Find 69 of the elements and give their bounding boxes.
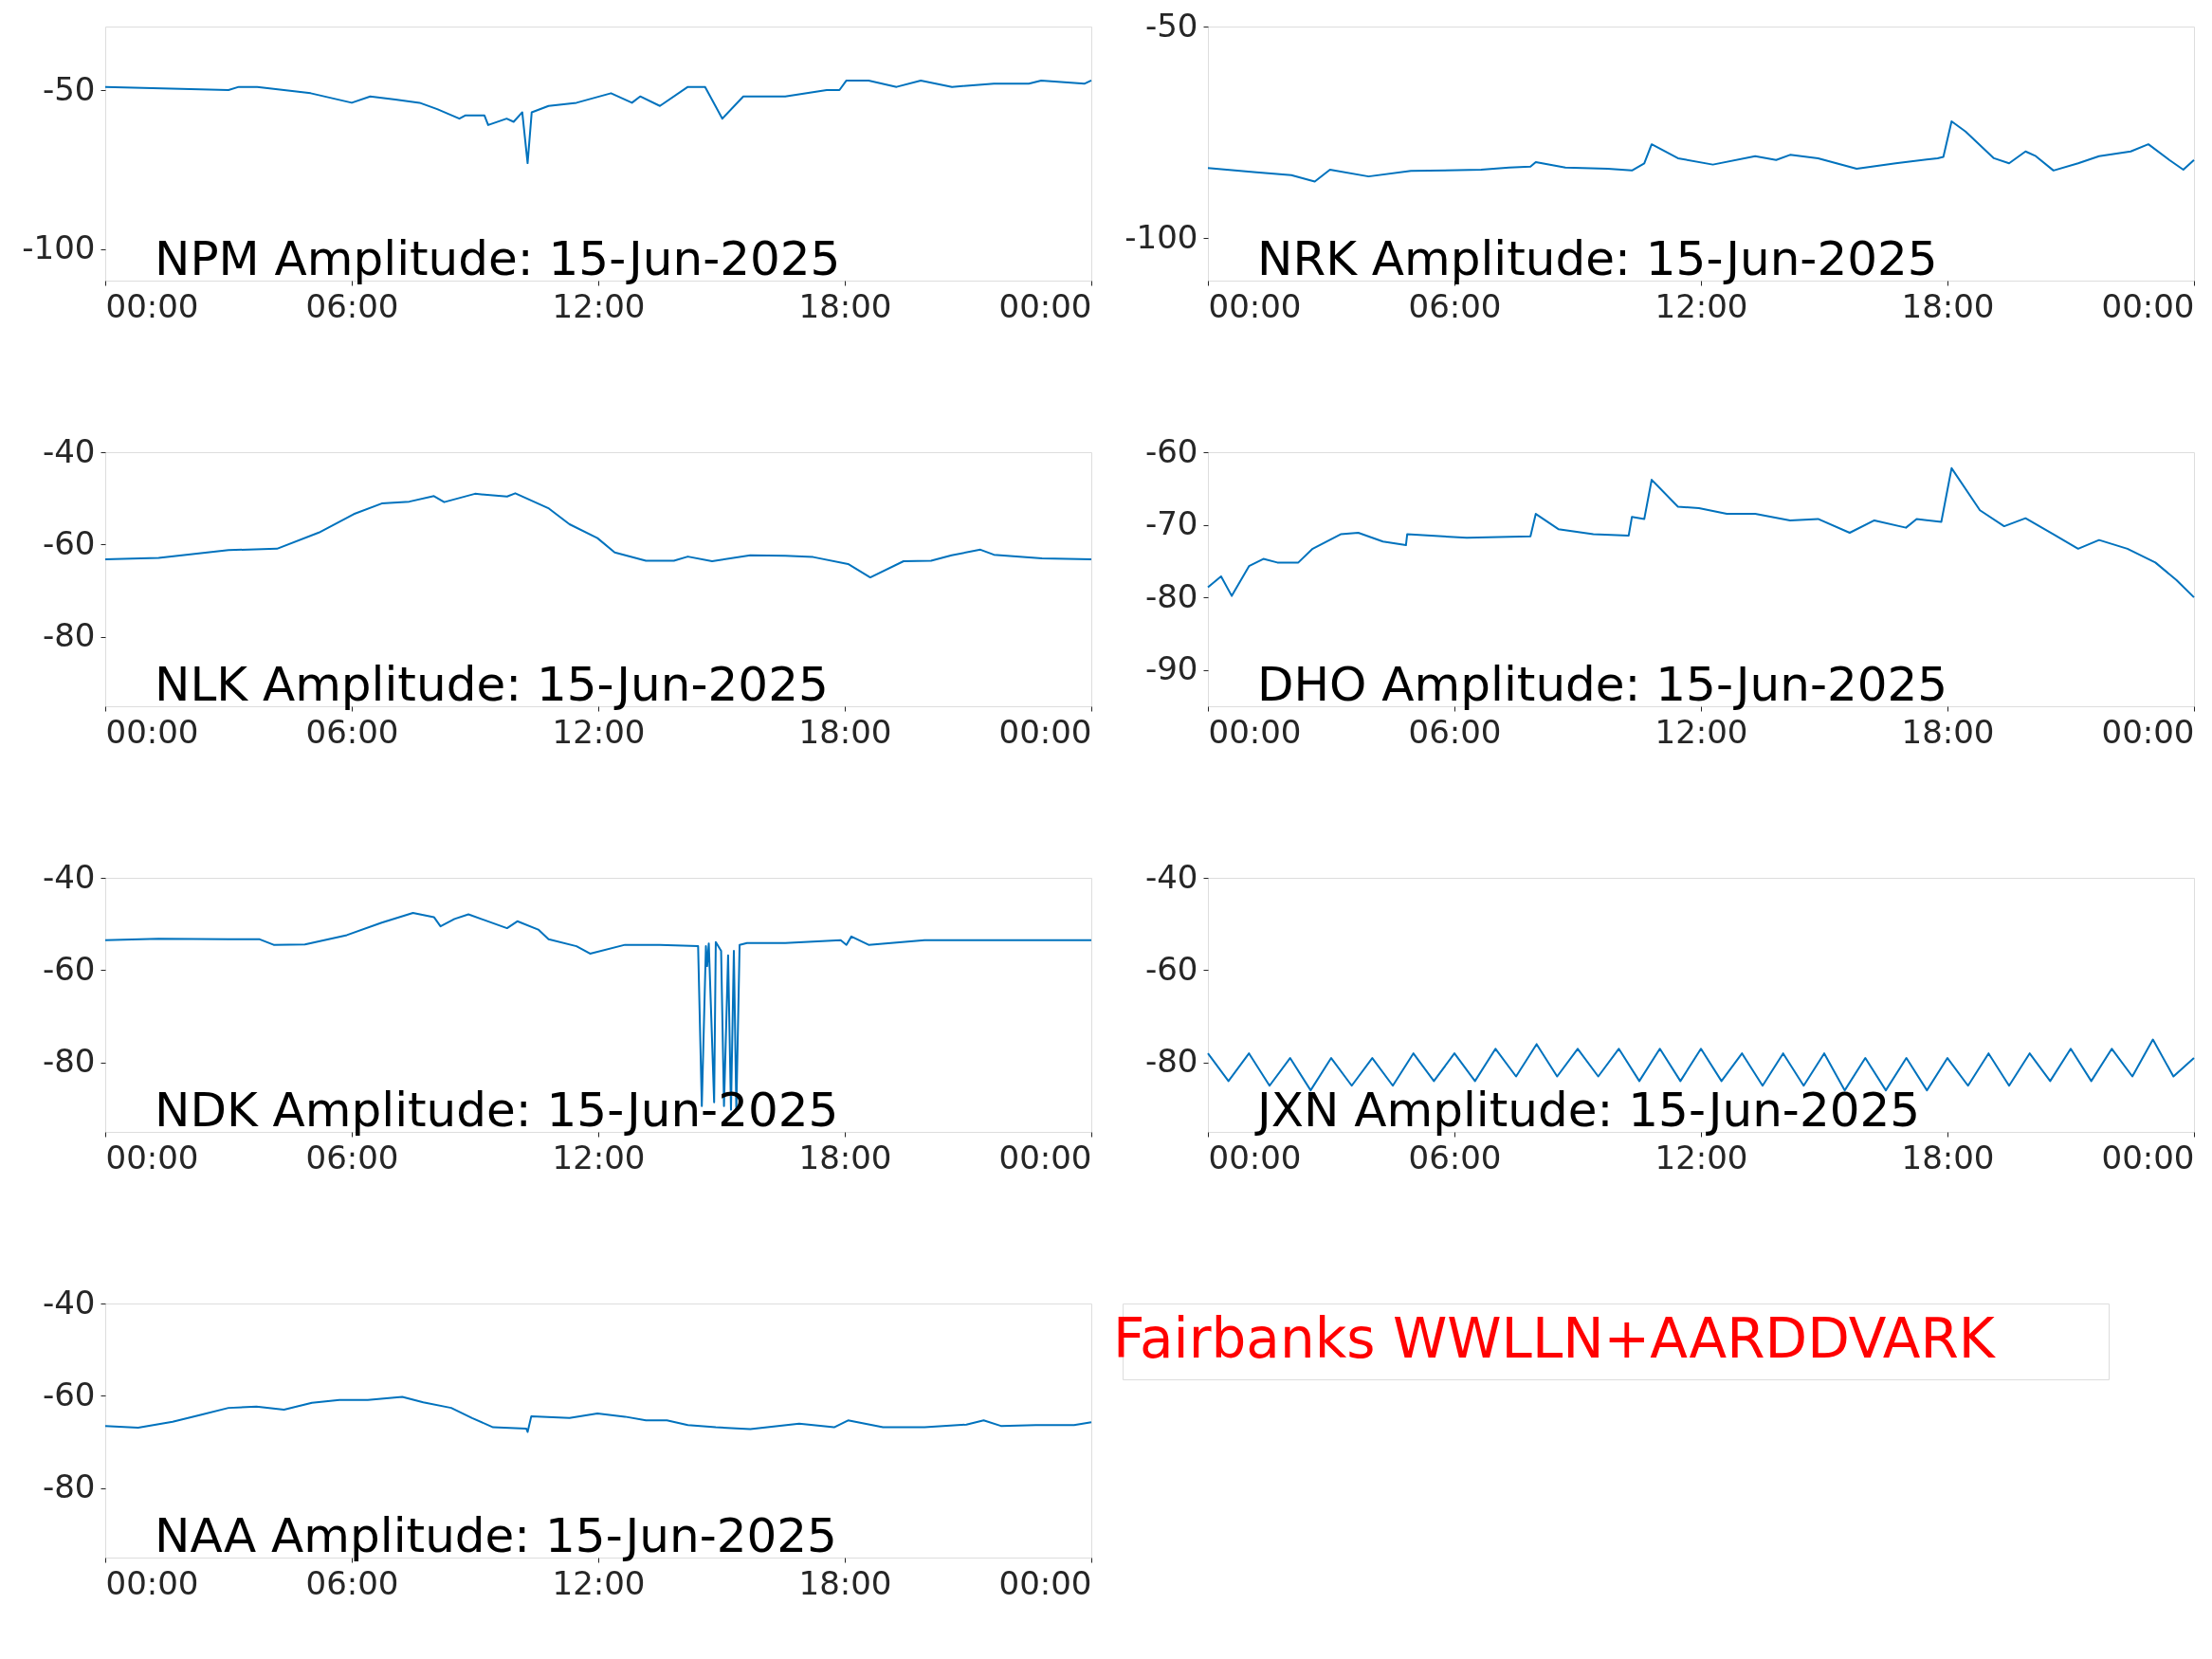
- x-tick-label: 18:00: [1901, 286, 1995, 325]
- x-tick-label: 00:00: [2101, 1138, 2195, 1176]
- y-tick-label: -80: [42, 1468, 96, 1506]
- y-tick-label: -100: [22, 228, 96, 266]
- x-tick-label: 06:00: [1408, 1138, 1502, 1176]
- x-tick-label: 00:00: [1208, 286, 1302, 325]
- y-tick-label: -80: [1144, 576, 1198, 615]
- y-tick-label: -60: [42, 523, 96, 562]
- line-series: [104, 1395, 1092, 1433]
- line-series: [104, 492, 1092, 579]
- text: Fairbanks WWLLN+AARDDVARK: [1113, 1306, 1997, 1371]
- y-tick-label: -60: [42, 949, 96, 988]
- y-tick-label: -40: [42, 1283, 96, 1322]
- y-tick-label: -40: [42, 857, 96, 896]
- x-tick-label: 00:00: [1208, 712, 1302, 751]
- text: NLK Amplitude: 15-Jun-2025: [155, 657, 829, 712]
- y-tick-label: -50: [42, 69, 96, 108]
- x-tick-label: 00:00: [998, 712, 1092, 751]
- text: NAA Amplitude: 15-Jun-2025: [155, 1508, 837, 1563]
- line-series: [104, 79, 1092, 165]
- x-tick-label: 00:00: [998, 1138, 1092, 1176]
- x-tick-label: 12:00: [552, 286, 646, 325]
- y-tick-label: -40: [1144, 857, 1198, 896]
- x-tick-label: 00:00: [2101, 712, 2195, 751]
- x-tick-label: 06:00: [1408, 286, 1502, 325]
- line-series: [1207, 466, 2195, 599]
- x-tick-label: 06:00: [305, 1138, 399, 1176]
- x-tick-label: 12:00: [1654, 712, 1748, 751]
- x-tick-label: 00:00: [105, 1138, 199, 1176]
- x-tick-label: 18:00: [798, 1563, 892, 1602]
- y-tick-label: -90: [1144, 649, 1198, 688]
- x-tick-label: 06:00: [305, 712, 399, 751]
- x-tick-label: 12:00: [552, 1563, 646, 1602]
- y-tick-label: -60: [1144, 949, 1198, 988]
- x-tick-label: 06:00: [305, 286, 399, 325]
- x-tick-label: 00:00: [998, 286, 1092, 325]
- line-series: [1207, 1038, 2195, 1092]
- x-tick-label: 00:00: [105, 1563, 199, 1602]
- x-tick-label: 12:00: [552, 1138, 646, 1176]
- x-tick-label: 00:00: [105, 712, 199, 751]
- x-tick-label: 00:00: [1208, 1138, 1302, 1176]
- y-tick-label: -40: [42, 431, 96, 470]
- text: NRK Amplitude: 15-Jun-2025: [1257, 231, 1938, 286]
- y-tick-label: -100: [1124, 217, 1198, 256]
- y-tick-label: -50: [1144, 6, 1198, 45]
- text: NDK Amplitude: 15-Jun-2025: [155, 1083, 839, 1138]
- text: NPM Amplitude: 15-Jun-2025: [155, 231, 841, 286]
- x-tick-label: 18:00: [1901, 712, 1995, 751]
- x-tick-label: 00:00: [998, 1563, 1092, 1602]
- x-tick-label: 06:00: [1408, 712, 1502, 751]
- x-tick-label: 06:00: [305, 1563, 399, 1602]
- y-tick-label: -60: [1144, 431, 1198, 470]
- x-tick-label: 18:00: [798, 712, 892, 751]
- x-tick-label: 12:00: [552, 712, 646, 751]
- y-tick-label: -60: [42, 1375, 96, 1413]
- line-series: [1207, 120, 2195, 183]
- y-tick-label: -70: [1144, 504, 1198, 543]
- text: JXN Amplitude: 15-Jun-2025: [1254, 1083, 1921, 1138]
- text: DHO Amplitude: 15-Jun-2025: [1257, 657, 1948, 712]
- y-tick-label: -80: [42, 1042, 96, 1081]
- x-tick-label: 18:00: [798, 286, 892, 325]
- x-tick-label: 00:00: [105, 286, 199, 325]
- x-tick-label: 18:00: [798, 1138, 892, 1176]
- y-tick-label: -80: [42, 616, 96, 655]
- x-tick-label: 18:00: [1901, 1138, 1995, 1176]
- x-tick-label: 12:00: [1654, 1138, 1748, 1176]
- x-tick-label: 12:00: [1654, 286, 1748, 325]
- y-tick-label: -80: [1144, 1042, 1198, 1081]
- x-tick-label: 00:00: [2101, 286, 2195, 325]
